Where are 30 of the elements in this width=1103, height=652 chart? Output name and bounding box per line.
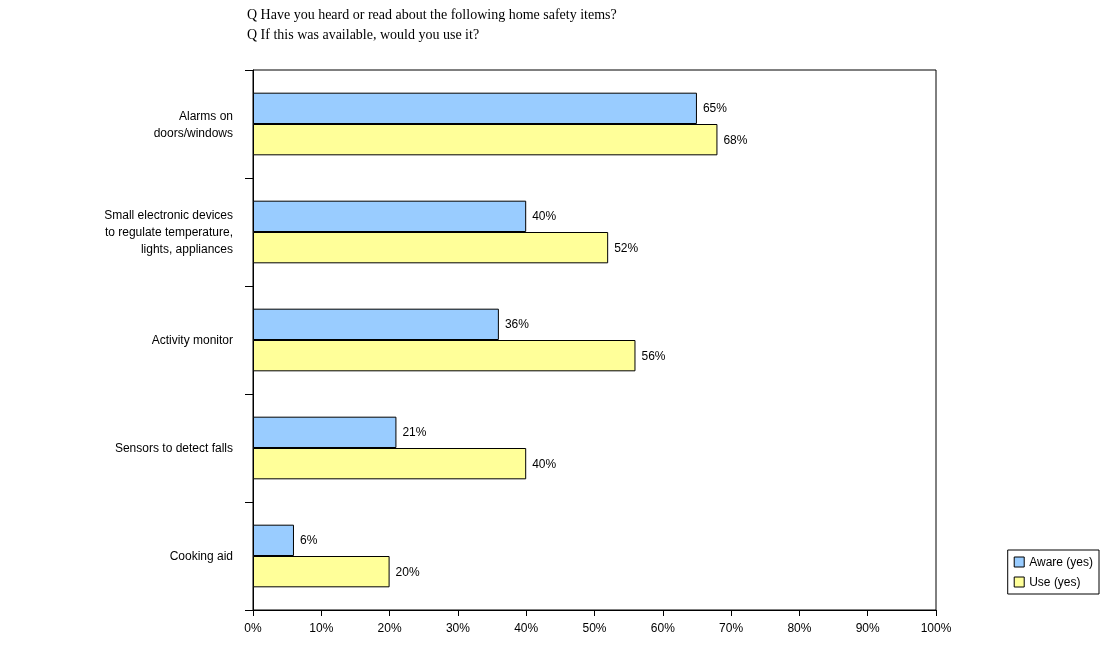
x-tick-label: 100%: [920, 621, 952, 635]
x-tick-label: 40%: [514, 621, 539, 635]
data-label: 20%: [395, 564, 420, 579]
legend-label: Use (yes): [1029, 575, 1081, 589]
data-label: 40%: [532, 209, 557, 224]
chart-subtitle: Q If this was available, would you use it?: [247, 26, 480, 42]
data-label: 56%: [641, 348, 666, 363]
data-label: 52%: [614, 240, 639, 255]
x-tick-label: 60%: [650, 621, 676, 635]
y-tick-label: Small electronic devices to regulate temperature, lights, appliances: [104, 208, 233, 256]
x-tick-label: 0%: [244, 621, 262, 635]
x-tick-label: 70%: [719, 621, 744, 635]
data-label: 36%: [504, 317, 530, 332]
y-tick-label: Sensors to detect falls: [114, 441, 233, 455]
data-label: 40%: [532, 456, 557, 471]
chart-title: Q Have you heard or read about the following home safety items?: [247, 6, 617, 22]
x-tick-label: 10%: [309, 621, 334, 635]
data-label: 21%: [402, 425, 427, 440]
x-tick-label: 80%: [787, 621, 812, 635]
x-tick-label: 30%: [445, 621, 471, 635]
data-label: 68%: [723, 132, 748, 147]
y-tick-label: Cooking aid: [169, 549, 233, 563]
x-tick-label: 20%: [377, 621, 402, 635]
legend-label: Aware (yes): [1029, 555, 1093, 569]
y-tick-label: Activity monitor: [151, 333, 233, 347]
data-label: 6%: [299, 533, 318, 548]
data-label: 65%: [702, 101, 728, 116]
x-tick-label: 90%: [855, 621, 881, 635]
x-tick-label: 50%: [582, 621, 607, 635]
y-tick-label: Alarms on doors/windows: [153, 108, 233, 140]
